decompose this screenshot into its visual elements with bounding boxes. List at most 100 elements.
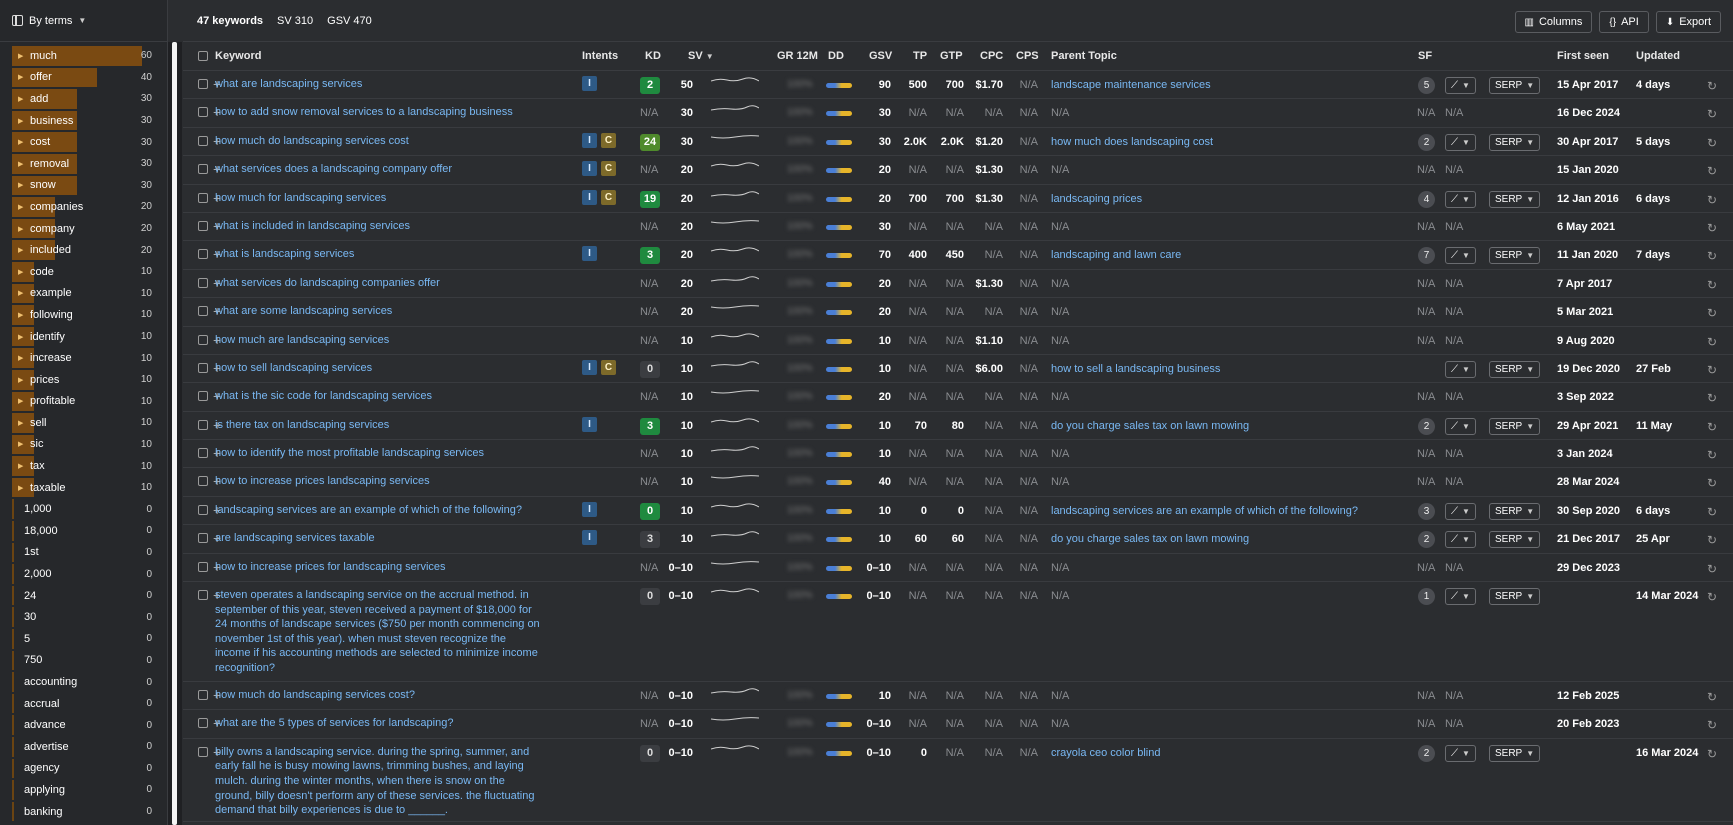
term-item[interactable]: ▶ example 10 [12, 283, 156, 305]
sidebar-scrollbar-thumb[interactable] [172, 42, 177, 825]
expand-arrow-icon[interactable]: ▶ [18, 311, 24, 319]
expand-arrow-icon[interactable]: ▶ [18, 203, 24, 211]
expand-arrow-icon[interactable]: ▶ [18, 484, 24, 492]
add-to-list-icon[interactable]: + [213, 473, 222, 490]
expand-arrow-icon[interactable]: ▶ [18, 74, 24, 82]
row-checkbox[interactable] [198, 419, 208, 430]
term-item[interactable]: ▶ sic 10 [12, 434, 156, 456]
row-checkbox[interactable] [198, 718, 208, 729]
parent-topic-link[interactable]: landscaping prices [1051, 192, 1143, 205]
expand-arrow-icon[interactable]: ▶ [18, 376, 24, 384]
keyword-link[interactable]: how to identify the most profitable land… [215, 447, 485, 460]
term-item[interactable]: ▶ removal 30 [12, 153, 156, 175]
term-item[interactable]: ▶ code 10 [12, 261, 156, 283]
col-sf[interactable]: SF [1418, 50, 1433, 62]
keyword-link[interactable]: landscaping services are an example of w… [215, 503, 522, 516]
export-button[interactable]: ⬇ Export [1655, 11, 1721, 33]
row-checkbox[interactable] [198, 561, 208, 572]
row-checkbox[interactable] [198, 690, 208, 701]
term-item[interactable]: accrual 0 [12, 693, 156, 715]
term-item[interactable]: ▶ company 20 [12, 218, 156, 240]
add-to-list-icon[interactable]: + [213, 303, 222, 320]
term-item[interactable]: ▶ snow 30 [12, 175, 156, 197]
position-history-button[interactable]: ⟋ ▼ [1445, 133, 1476, 151]
keyword-link[interactable]: mulch. during the winter months, when th… [215, 775, 505, 787]
add-to-list-icon[interactable]: + [213, 587, 222, 604]
add-to-list-icon[interactable]: + [213, 274, 222, 291]
refresh-icon[interactable]: ↻ [1707, 476, 1718, 491]
serp-features-count[interactable]: 1 [1418, 588, 1435, 606]
row-checkbox[interactable] [198, 164, 208, 175]
row-checkbox[interactable] [198, 448, 208, 459]
term-item[interactable]: ▶ offer 40 [12, 67, 156, 89]
expand-arrow-icon[interactable]: ▶ [18, 160, 24, 168]
add-to-list-icon[interactable]: + [213, 743, 222, 760]
refresh-icon[interactable]: ↻ [1707, 79, 1718, 93]
row-checkbox[interactable] [198, 533, 208, 544]
add-to-list-icon[interactable]: + [213, 189, 222, 206]
expand-arrow-icon[interactable]: ▶ [18, 398, 24, 406]
serp-button[interactable]: SERP ▼ [1489, 531, 1541, 549]
parent-topic-link[interactable]: how to sell a landscaping business [1051, 362, 1221, 375]
serp-button[interactable]: SERP ▼ [1489, 588, 1541, 606]
row-checkbox[interactable] [198, 391, 208, 402]
expand-arrow-icon[interactable]: ▶ [18, 247, 24, 255]
term-item[interactable]: 18,000 0 [12, 520, 156, 542]
refresh-icon[interactable]: ↻ [1707, 164, 1718, 179]
row-checkbox[interactable] [198, 277, 208, 288]
position-history-button[interactable]: ⟋ ▼ [1445, 531, 1476, 549]
refresh-icon[interactable]: ↻ [1707, 192, 1718, 207]
expand-arrow-icon[interactable]: ▶ [18, 95, 24, 103]
refresh-icon[interactable]: ↻ [1707, 590, 1718, 605]
term-item[interactable]: 30 0 [12, 606, 156, 628]
term-item[interactable]: advance 0 [12, 714, 156, 736]
row-checkbox[interactable] [198, 334, 208, 345]
col-intents[interactable]: Intents [582, 50, 619, 62]
term-item[interactable]: 2,000 0 [12, 563, 156, 585]
add-to-list-icon[interactable]: + [213, 687, 222, 704]
keyword-link[interactable]: 24 months of landscape services ($750 pe… [215, 618, 540, 631]
serp-features-count[interactable]: 2 [1418, 531, 1435, 549]
refresh-icon[interactable]: ↻ [1707, 249, 1718, 264]
parent-topic-link[interactable]: landscaping services are an example of w… [1051, 504, 1358, 517]
add-to-list-icon[interactable]: + [213, 76, 222, 92]
refresh-icon[interactable]: ↻ [1707, 504, 1718, 519]
term-item[interactable]: ▶ sell 10 [12, 412, 156, 434]
refresh-icon[interactable]: ↻ [1707, 391, 1718, 406]
term-item[interactable]: ▶ increase 10 [12, 347, 156, 369]
row-checkbox[interactable] [198, 249, 208, 260]
expand-arrow-icon[interactable]: ▶ [18, 52, 24, 60]
parent-topic-link[interactable]: landscaping and lawn care [1051, 249, 1182, 262]
add-to-list-icon[interactable]: + [213, 161, 222, 178]
keyword-link[interactable]: how much do landscaping services cost? [215, 689, 415, 702]
term-item[interactable]: ▶ business 30 [12, 110, 156, 132]
refresh-icon[interactable]: ↻ [1707, 277, 1718, 292]
keyword-link[interactable]: what services do landscaping companies o… [215, 276, 440, 289]
add-to-list-icon[interactable]: + [213, 501, 222, 518]
add-to-list-icon[interactable]: + [213, 445, 222, 462]
serp-button[interactable]: SERP ▼ [1489, 744, 1541, 762]
term-item[interactable]: ▶ taxable 10 [12, 477, 156, 499]
col-gsv[interactable]: GSV [869, 50, 893, 62]
position-history-button[interactable]: ⟋ ▼ [1445, 190, 1476, 208]
col-sv[interactable]: SV ▼ [688, 42, 714, 70]
keyword-link[interactable]: what are landscaping services [215, 78, 363, 90]
col-dd[interactable]: DD [828, 50, 844, 62]
keyword-link[interactable]: how much for landscaping services [215, 191, 387, 204]
row-checkbox[interactable] [198, 362, 208, 373]
term-item[interactable]: 1,000 0 [12, 498, 156, 520]
row-checkbox[interactable] [198, 79, 208, 89]
select-all-checkbox[interactable] [198, 51, 208, 61]
col-kd[interactable]: KD [645, 50, 661, 62]
col-tp[interactable]: TP [913, 50, 928, 62]
keyword-link[interactable]: income if his accounting methods are sel… [215, 647, 538, 660]
row-checkbox[interactable] [198, 220, 208, 231]
term-item[interactable]: ▶ following 10 [12, 304, 156, 326]
row-checkbox[interactable] [198, 590, 208, 601]
term-item[interactable]: ▶ identify 10 [12, 326, 156, 348]
term-item[interactable]: ▶ much 60 [12, 45, 156, 67]
keyword-link[interactable]: recognition? [215, 662, 275, 674]
serp-features-count[interactable]: 3 [1418, 502, 1435, 520]
row-checkbox[interactable] [198, 192, 208, 203]
